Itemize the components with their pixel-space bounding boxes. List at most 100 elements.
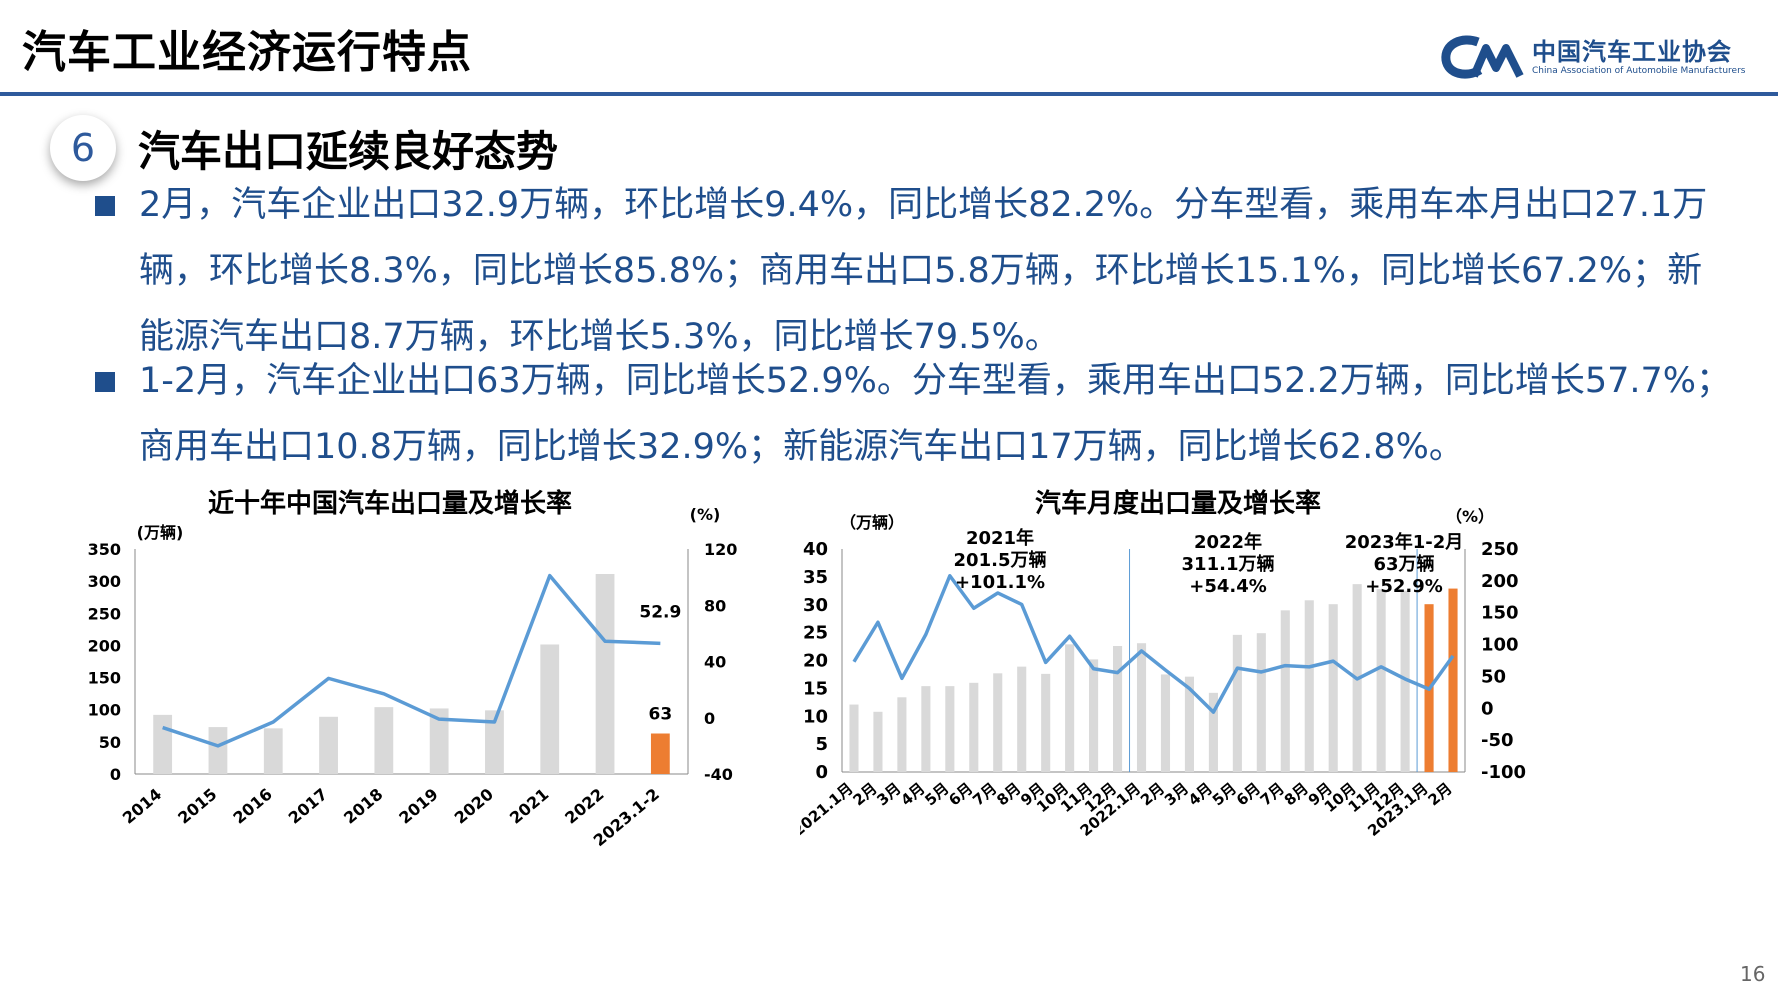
growth-rate-line: [852, 574, 1455, 714]
bar: [993, 673, 1003, 772]
x-tick-label: 2020: [451, 785, 497, 828]
x-tick-label: 2015: [174, 785, 220, 828]
annotation-text: 311.1万辆: [1182, 553, 1275, 575]
logo-name-cn: 中国汽车工业协会: [1532, 38, 1732, 66]
annotation-text: +54.4%: [1189, 576, 1267, 597]
bar: [1089, 659, 1099, 772]
y-left-tick-label: 25: [803, 623, 828, 644]
y-left-tick-label: 15: [803, 678, 828, 699]
left-axis-unit: (万辆): [137, 523, 184, 542]
y-right-tick-label: 0: [704, 709, 715, 728]
bar: [1184, 676, 1194, 772]
y-right-tick-label: 200: [1481, 571, 1519, 592]
y-left-tick-label: 200: [88, 636, 121, 655]
y-left-tick-label: 150: [88, 669, 121, 688]
logo: 中国汽车工业协会 China Association of Automobile…: [1440, 30, 1760, 86]
annotation-text: 2021年: [966, 527, 1034, 549]
x-tick-label: 2018: [340, 785, 386, 828]
x-tick-label: 2021: [506, 785, 552, 828]
bullet-square-icon: [95, 372, 115, 392]
y-left-tick-label: 35: [803, 567, 828, 588]
bar: [429, 708, 449, 774]
bar: [1160, 674, 1171, 772]
annotation-text: 2022年: [1194, 531, 1262, 553]
x-tick-label: 2022: [561, 785, 607, 828]
y-right-tick-label: 120: [704, 540, 737, 559]
annotation-text: 2023年1-2月: [1345, 531, 1464, 553]
bar: [319, 716, 338, 774]
data-label: 52.9: [639, 602, 681, 622]
chart-title: 近十年中国汽车出口量及增长率: [208, 488, 572, 519]
y-right-tick-label: 250: [1481, 539, 1519, 560]
bar: [595, 574, 615, 774]
bar: [650, 733, 670, 774]
right-axis-unit: （%）: [1446, 507, 1494, 526]
y-left-tick-label: 350: [88, 540, 121, 559]
bar: [849, 704, 859, 772]
paragraph-feb: 2月，汽车企业出口32.9万辆，环比增长9.4%，同比增长82.2%。分车型看，…: [95, 172, 1735, 370]
annotation-text: 201.5万辆: [954, 549, 1047, 571]
y-right-tick-label: 150: [1481, 603, 1519, 624]
y-left-tick-label: 300: [88, 572, 121, 591]
y-left-tick-label: 0: [815, 762, 828, 783]
section-number: 6: [50, 115, 116, 181]
bar: [873, 711, 883, 772]
y-right-tick-label: 80: [704, 596, 726, 615]
y-right-tick-label: -50: [1481, 730, 1514, 751]
bar: [1041, 673, 1051, 772]
y-left-tick-label: 0: [110, 765, 121, 784]
x-tick-label: 2019: [395, 785, 441, 828]
bar: [1113, 646, 1123, 772]
paragraph-text: 1-2月，汽车企业出口63万辆，同比增长52.9%。分车型看，乘用车出口52.2…: [139, 361, 1732, 467]
y-left-tick-label: 40: [803, 539, 828, 560]
x-tick-label: 2014: [119, 785, 165, 828]
logo-name-en: China Association of Automobile Manufact…: [1532, 66, 1746, 76]
bar: [1280, 610, 1290, 772]
bar: [1448, 588, 1458, 772]
header-divider: [0, 92, 1778, 96]
data-label: 63: [649, 705, 673, 725]
growth-rate-line: [162, 573, 661, 748]
section-title: 汽车出口延续良好态势: [138, 127, 559, 176]
paragraph-text: 2月，汽车企业出口32.9万辆，环比增长9.4%，同比增长82.2%。分车型看，…: [139, 185, 1708, 357]
bar: [1304, 600, 1314, 772]
y-left-tick-label: 5: [815, 734, 828, 755]
x-tick-label: 2021.1月: [800, 779, 857, 840]
y-left-tick-label: 50: [99, 733, 121, 752]
page-title: 汽车工业经济运行特点: [22, 27, 472, 78]
y-left-tick-label: 20: [803, 651, 828, 672]
y-right-tick-label: 40: [704, 653, 726, 672]
monthly-export-chart: 汽车月度出口量及增长率 （万辆） （%） 0 5 10 15 20 25 30 35 40 -100 -5…: [800, 488, 1526, 840]
paragraph-jan-feb: 1-2月，汽车企业出口63万辆，同比增长52.9%。分车型看，乘用车出口52.2…: [95, 348, 1735, 480]
bar: [1232, 634, 1242, 772]
left-axis-unit: （万辆）: [840, 513, 904, 532]
bar: [153, 714, 173, 774]
right-axis-unit: (%): [690, 505, 721, 524]
bar: [208, 727, 228, 774]
bar: [921, 686, 931, 772]
chart-title: 汽车月度出口量及增长率: [1035, 488, 1321, 519]
bar: [485, 710, 504, 774]
bar: [897, 697, 907, 772]
annual-export-chart: 近十年中国汽车出口量及增长率 (万辆) (%) 0 50 100 150 200 250 300 3…: [88, 488, 738, 850]
bullet-square-icon: [95, 196, 115, 216]
bar: [945, 686, 955, 772]
bar: [1400, 590, 1410, 772]
bar: [1136, 643, 1147, 772]
y-right-tick-label: 0: [1481, 698, 1494, 719]
bar: [1065, 644, 1075, 772]
annotation-text: +52.9%: [1365, 576, 1443, 597]
x-tick-label: 2月: [1425, 779, 1456, 809]
bar: [1208, 692, 1218, 772]
x-tick-label: 2017: [285, 785, 331, 828]
y-right-tick-label: -100: [1481, 762, 1526, 783]
y-left-tick-label: 30: [803, 595, 828, 616]
bar: [1328, 604, 1338, 772]
page-number: 16: [1740, 962, 1766, 986]
x-tick-label: 2016: [229, 785, 275, 828]
y-left-tick-label: 10: [803, 706, 828, 727]
bar: [1376, 589, 1386, 772]
bar: [1017, 666, 1027, 772]
bar: [263, 728, 283, 774]
bar: [540, 644, 560, 774]
